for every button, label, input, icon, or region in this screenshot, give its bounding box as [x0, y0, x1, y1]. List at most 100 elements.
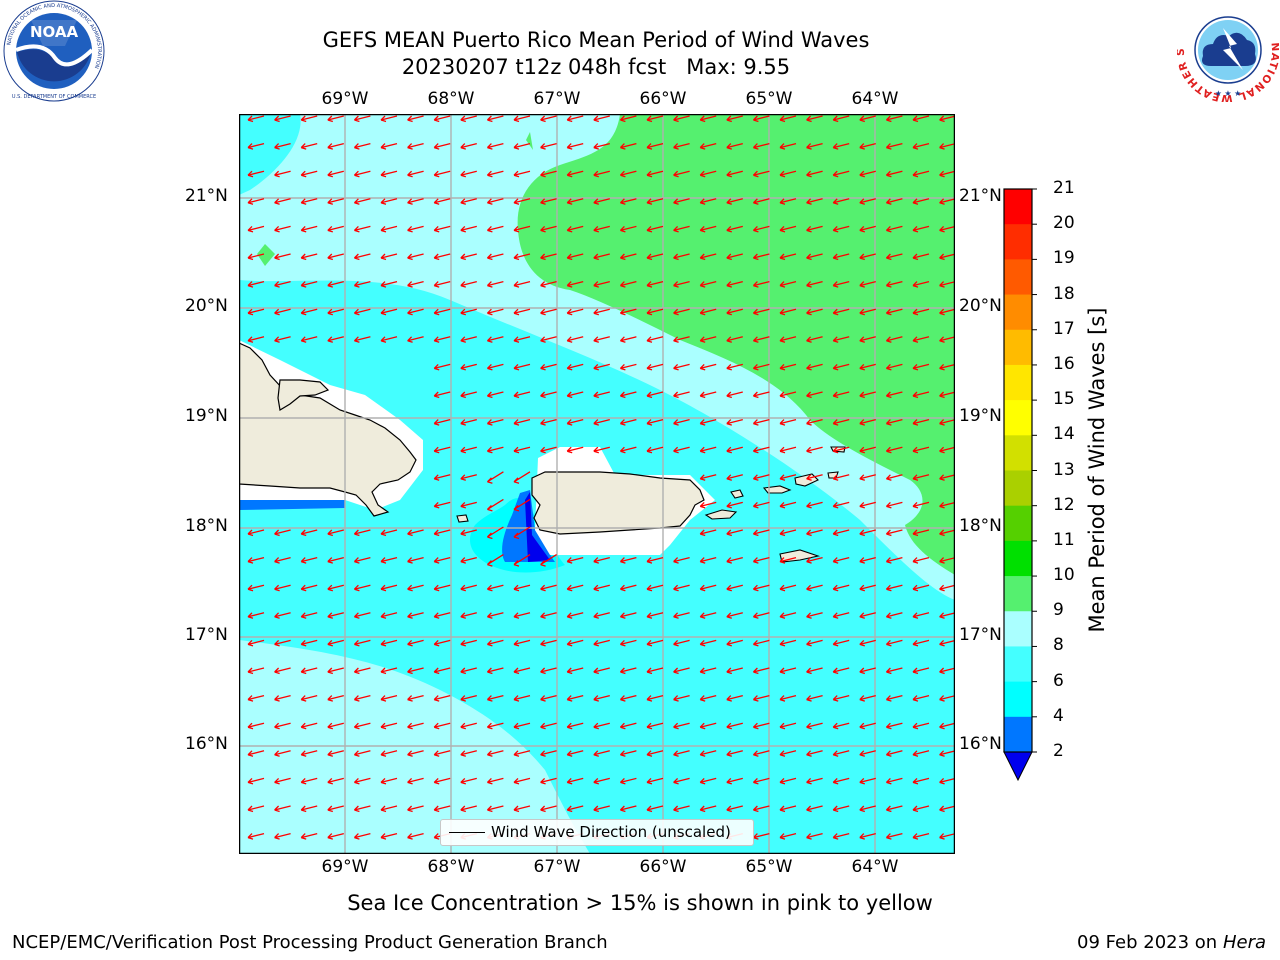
wind-wave-arrow: [726, 418, 743, 426]
wind-wave-arrow: [540, 446, 557, 454]
wind-wave-arrow: [513, 498, 531, 512]
wind-wave-arrow: [380, 198, 398, 205]
wind-wave-arrow: [752, 170, 770, 178]
wind-wave-arrow: [353, 280, 371, 288]
footer-host: Hera: [1222, 932, 1266, 953]
wind-wave-arrow: [486, 750, 504, 757]
wind-wave-arrow: [885, 529, 903, 537]
wind-wave-arrow: [752, 750, 770, 757]
wind-wave-arrow: [779, 584, 797, 592]
wind-wave-arrow: [673, 694, 690, 702]
wind-wave-arrow: [300, 612, 318, 619]
land-hispaniola-peninsula: [277, 379, 330, 411]
lat-label-right: 18°N: [959, 516, 1002, 536]
wind-wave-arrow: [939, 529, 955, 537]
wind-wave-arrow: [274, 722, 291, 730]
wind-wave-arrow: [513, 225, 531, 233]
wind-wave-arrow: [699, 474, 717, 481]
wind-wave-arrow: [353, 805, 371, 813]
wind-wave-arrow: [353, 584, 371, 592]
wind-wave-arrow: [779, 446, 797, 454]
wind-wave-arrow: [247, 722, 265, 730]
wind-wave-arrow: [779, 805, 797, 813]
wind-wave-arrow: [513, 391, 531, 399]
wind-wave-arrow: [673, 612, 690, 619]
wind-wave-arrow: [673, 777, 690, 785]
wind-wave-arrow: [646, 584, 664, 592]
wind-wave-arrow: [646, 750, 664, 757]
wind-wave-arrow: [380, 225, 398, 233]
wind-wave-arrow: [353, 529, 371, 537]
wind-wave-arrow: [673, 584, 690, 592]
wind-wave-arrow: [859, 198, 876, 205]
footer-date-text: 09 Feb 2023 on: [1077, 932, 1218, 953]
wind-wave-arrow: [300, 336, 318, 343]
wind-wave-arrow: [300, 667, 318, 675]
wind-wave-arrow: [300, 777, 318, 785]
wind-wave-arrow: [859, 474, 876, 481]
wind-wave-arrow: [513, 115, 531, 123]
wind-wave-arrow: [460, 777, 477, 785]
wind-wave-arrow: [566, 556, 584, 564]
wind-wave-arrow: [407, 694, 424, 702]
wind-wave-arrow: [353, 750, 371, 757]
wind-wave-arrow: [912, 529, 930, 537]
wind-wave-arrow: [726, 446, 743, 454]
colorbar-segment: [1004, 611, 1032, 647]
wind-wave-arrow: [593, 336, 610, 343]
wind-wave-arrow: [433, 336, 451, 343]
colorbar-tick-label: 8: [1053, 635, 1064, 656]
wind-wave-arrow: [540, 694, 557, 702]
wind-wave-arrow: [433, 253, 451, 261]
wind-wave-arrow: [619, 170, 637, 178]
wind-wave-arrow: [380, 639, 398, 647]
wind-wave-arrow: [540, 418, 557, 426]
wind-wave-arrow: [779, 639, 797, 647]
wind-wave-arrow: [327, 115, 344, 123]
wind-wave-arrow: [726, 363, 743, 371]
wind-wave-arrow: [619, 446, 637, 454]
wind-wave-arrow: [673, 722, 690, 730]
wind-wave-arrow: [752, 722, 770, 730]
wind-wave-arrow: [859, 501, 876, 509]
wind-wave-arrow: [859, 584, 876, 592]
wind-wave-arrow: [513, 777, 531, 785]
colorbar-tick-label: 4: [1053, 705, 1064, 726]
wind-wave-arrow: [885, 667, 903, 675]
wind-wave-arrow: [513, 198, 531, 205]
colorbar-segment: [1004, 364, 1032, 401]
wind-wave-arrow: [593, 142, 610, 150]
wind-wave-arrow: [859, 336, 876, 343]
wind-wave-arrow: [540, 612, 557, 619]
wind-wave-arrow: [779, 694, 797, 702]
wind-wave-arrow: [486, 336, 504, 343]
lon-label-top: 68°W: [427, 89, 475, 109]
wind-wave-arrow: [380, 805, 398, 813]
wind-wave-arrow: [673, 750, 690, 757]
wind-wave-arrow: [912, 142, 930, 150]
wind-wave-arrow: [859, 639, 876, 647]
wind-wave-arrow: [673, 115, 690, 123]
wind-wave-arrow: [699, 225, 717, 233]
lon-label-bottom: 66°W: [639, 857, 687, 877]
wind-wave-arrow: [885, 474, 903, 481]
wind-wave-arrow: [806, 501, 823, 509]
wind-wave-arrow: [912, 170, 930, 178]
wind-wave-arrow: [486, 391, 504, 399]
wind-wave-arrow: [806, 142, 823, 150]
wind-wave-arrow: [407, 832, 424, 840]
wind-wave-arrow: [513, 750, 531, 757]
wind-wave-arrow: [274, 280, 291, 288]
wind-wave-arrow: [752, 115, 770, 123]
wind-wave-arrow: [460, 198, 477, 205]
wind-wave-arrow: [885, 750, 903, 757]
wind-wave-arrow: [939, 143, 955, 150]
colorbar-tick-label: 2: [1053, 741, 1064, 761]
wind-wave-arrow: [832, 142, 850, 150]
wind-wave-arrow: [566, 667, 584, 675]
wind-wave-arrow: [460, 750, 477, 757]
wind-wave-arrow: [859, 142, 876, 150]
wind-wave-arrow: [300, 556, 318, 564]
wind-wave-arrow: [540, 225, 557, 233]
wind-wave-arrow: [619, 363, 637, 371]
